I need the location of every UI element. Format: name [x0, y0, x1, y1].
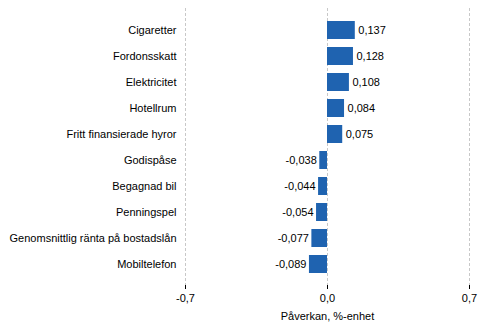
svg-text:Genomsnittlig ränta på bostads: Genomsnittlig ränta på bostadslån	[10, 232, 177, 244]
svg-text:-0,089: -0,089	[275, 258, 306, 270]
svg-text:Mobiltelefon: Mobiltelefon	[117, 258, 176, 270]
svg-text:0,137: 0,137	[358, 24, 386, 36]
svg-text:Hotellrum: Hotellrum	[129, 102, 176, 114]
svg-text:Godispåse: Godispåse	[124, 154, 177, 166]
svg-text:0,128: 0,128	[356, 50, 384, 62]
svg-text:Fordonsskatt: Fordonsskatt	[113, 50, 177, 62]
svg-text:Elektricitet: Elektricitet	[126, 76, 177, 88]
svg-text:Fritt finansierade hyror: Fritt finansierade hyror	[66, 128, 176, 140]
svg-text:-0,077: -0,077	[278, 232, 309, 244]
svg-text:0,0: 0,0	[320, 292, 335, 304]
svg-text:0,108: 0,108	[352, 76, 380, 88]
svg-text:Påverkan, %-enhet: Påverkan, %-enhet	[281, 310, 375, 322]
svg-text:0,084: 0,084	[348, 102, 376, 114]
svg-text:-0,7: -0,7	[176, 292, 195, 304]
svg-text:0,075: 0,075	[346, 128, 374, 140]
svg-text:0,7: 0,7	[462, 292, 477, 304]
svg-text:-0,044: -0,044	[284, 180, 315, 192]
svg-text:Cigaretter: Cigaretter	[128, 24, 177, 36]
svg-text:-0,038: -0,038	[286, 154, 317, 166]
svg-text:Penningspel: Penningspel	[116, 206, 177, 218]
svg-text:-0,054: -0,054	[282, 206, 313, 218]
svg-text:Begagnad bil: Begagnad bil	[112, 180, 176, 192]
